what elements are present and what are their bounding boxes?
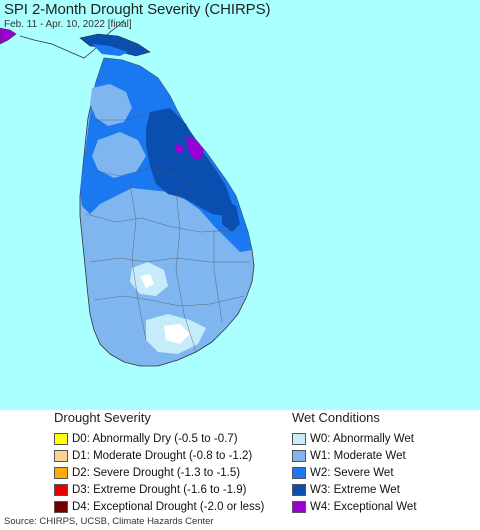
map-panel: SPI 2-Month Drought Severity (CHIRPS) Fe…: [0, 0, 480, 410]
swatch-d3: [54, 483, 68, 496]
legend: Drought Severity D0: Abnormally Dry (-0.…: [0, 410, 480, 514]
legend-label-w4: W4: Exceptional Wet: [310, 500, 417, 513]
region-white-south: [164, 324, 190, 344]
swatch-d0: [54, 432, 68, 445]
legend-label-w2: W2: Severe Wet: [310, 466, 394, 479]
swatch-w2: [292, 466, 306, 479]
legend-drought-heading: Drought Severity: [54, 410, 151, 425]
swatch-d2: [54, 466, 68, 479]
swatch-d4: [54, 500, 68, 513]
swatch-w4: [292, 500, 306, 513]
swatch-w1: [292, 449, 306, 462]
legend-label-d3: D3: Extreme Drought (-1.6 to -1.9): [72, 483, 247, 496]
source-credit: Source: CHIRPS, UCSB, Climate Hazards Ce…: [4, 516, 214, 527]
legend-item-d3: D3: Extreme Drought (-1.6 to -1.9): [54, 481, 264, 498]
jaffna-shallow: [92, 44, 128, 56]
india-coast-top-left: [0, 27, 17, 45]
region-white-central: [140, 274, 154, 288]
swatch-w3: [292, 483, 306, 496]
india-coast-line: [19, 19, 125, 59]
region-w3-northeast: [146, 108, 232, 216]
legend-item-w0: W0: Abnormally Wet: [292, 430, 417, 447]
sri-lanka-map: [0, 19, 255, 367]
legend-item-w1: W1: Moderate Wet: [292, 447, 417, 464]
legend-label-d0: D0: Abnormally Dry (-0.5 to -0.7): [72, 432, 238, 445]
legend-label-d2: D2: Severe Drought (-1.3 to -1.5): [72, 466, 241, 479]
legend-label-w1: W1: Moderate Wet: [310, 449, 406, 462]
legend-label-w0: W0: Abnormally Wet: [310, 432, 414, 445]
map-title: SPI 2-Month Drought Severity (CHIRPS): [4, 1, 271, 18]
legend-item-d1: D1: Moderate Drought (-0.8 to -1.2): [54, 447, 264, 464]
region-w3-east: [222, 198, 240, 232]
district-boundaries: [85, 111, 250, 353]
legend-wet: Wet Conditions W0: Abnormally Wet W1: Mo…: [292, 410, 417, 515]
region-w1-northwest: [90, 84, 132, 126]
legend-item-d0: D0: Abnormally Dry (-0.5 to -0.7): [54, 430, 264, 447]
legend-label-d1: D1: Moderate Drought (-0.8 to -1.2): [72, 449, 253, 462]
region-w4-small: [176, 144, 184, 154]
legend-item-d2: D2: Severe Drought (-1.3 to -1.5): [54, 464, 264, 481]
swatch-w0: [292, 432, 306, 445]
region-w1-northcentral: [92, 132, 146, 178]
legend-label-w3: W3: Extreme Wet: [310, 483, 400, 496]
swatch-d1: [54, 449, 68, 462]
legend-item-w2: W2: Severe Wet: [292, 464, 417, 481]
legend-item-w3: W3: Extreme Wet: [292, 481, 417, 498]
legend-item-d4: D4: Exceptional Drought (-2.0 or less): [54, 498, 264, 515]
map-subtitle: Feb. 11 - Apr. 10, 2022 [final]: [4, 19, 132, 30]
legend-label-d4: D4: Exceptional Drought (-2.0 or less): [72, 500, 265, 513]
legend-drought: Drought Severity D0: Abnormally Dry (-0.…: [54, 410, 264, 515]
legend-item-w4: W4: Exceptional Wet: [292, 498, 417, 515]
legend-wet-heading: Wet Conditions: [292, 410, 380, 425]
region-w4-trincomalee: [186, 136, 204, 160]
